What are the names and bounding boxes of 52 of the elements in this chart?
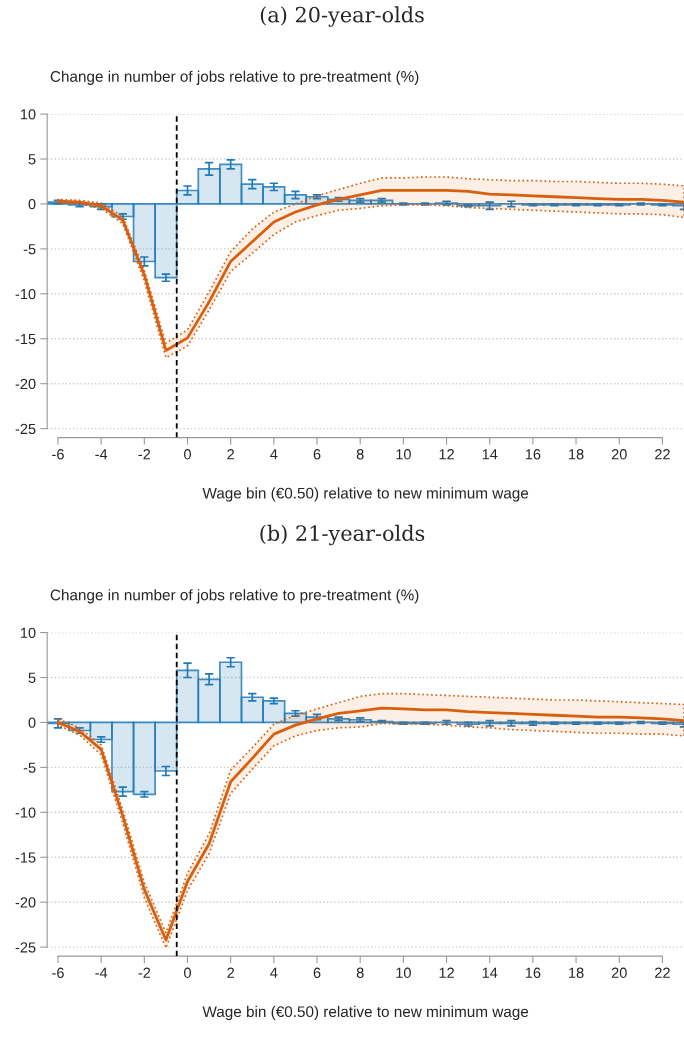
y-tick-label: -20	[15, 897, 36, 908]
x-tick-label: 8	[356, 449, 364, 460]
x-tick-label: 20	[611, 967, 627, 978]
x-tick-label: -4	[95, 967, 108, 978]
x-tick-label: 10	[396, 967, 411, 978]
y-tick-label: 5	[28, 672, 36, 683]
y-axis-title: Change in number of jobs relative to pre-treatment (%)	[50, 589, 419, 604]
y-tick-label: -10	[15, 288, 36, 300]
y-tick-label: 0	[28, 717, 36, 728]
x-tick-label: -6	[52, 967, 64, 978]
x-tick-label: -6	[52, 449, 64, 460]
y-tick-label: -5	[23, 244, 36, 255]
x-tick-label: 22	[655, 967, 670, 978]
x-tick-label: 18	[569, 967, 584, 978]
x-axis-title: Wage bin (€0.50) relative to new minimum wage	[202, 1005, 529, 1021]
y-axis-title: Change in number of jobs relative to pre-treatment (%)	[50, 70, 419, 85]
x-tick-label: 8	[356, 967, 364, 978]
y-tick-label: -20	[15, 378, 36, 390]
x-tick-label: 22	[655, 449, 670, 460]
x-tick-label: 0	[184, 967, 191, 978]
x-tick-label: 10	[396, 449, 411, 460]
x-axis-title: Wage bin (€0.50) relative to new minimum wage	[202, 487, 529, 502]
x-tick-label: 14	[482, 967, 498, 978]
chart-title: (a) 20-year-olds	[260, 6, 424, 27]
x-tick-label: 0	[184, 449, 191, 460]
x-tick-label: 16	[525, 967, 541, 978]
x-tick-label: 14	[482, 449, 498, 460]
y-tick-label: -15	[15, 852, 36, 863]
y-tick-label: -10	[15, 807, 36, 818]
y-tick-label: -15	[15, 334, 36, 345]
y-tick-label: 10	[20, 627, 36, 638]
y-tick-label: -25	[15, 942, 36, 953]
y-tick-label: 5	[28, 154, 36, 165]
x-tick-label: -2	[138, 967, 151, 978]
x-tick-label: 6	[313, 449, 321, 460]
y-tick-label: 0	[28, 199, 36, 210]
x-tick-label: 2	[227, 967, 235, 978]
y-tick-label: -25	[15, 423, 36, 435]
x-tick-label: 4	[270, 967, 278, 978]
x-tick-label: -4	[95, 449, 108, 460]
x-tick-label: 12	[439, 449, 454, 460]
x-tick-label: 6	[313, 967, 321, 978]
x-tick-label: 4	[270, 449, 278, 460]
x-tick-label: 18	[569, 449, 584, 460]
x-tick-label: 20	[611, 449, 627, 460]
x-tick-label: 12	[439, 967, 454, 978]
y-tick-label: -5	[23, 762, 36, 773]
chart-title: (b) 21-year-olds	[260, 524, 425, 546]
y-tick-label: 10	[20, 109, 36, 120]
x-tick-label: 2	[227, 449, 235, 460]
x-tick-label: 16	[525, 449, 541, 460]
x-tick-label: -2	[138, 449, 151, 460]
